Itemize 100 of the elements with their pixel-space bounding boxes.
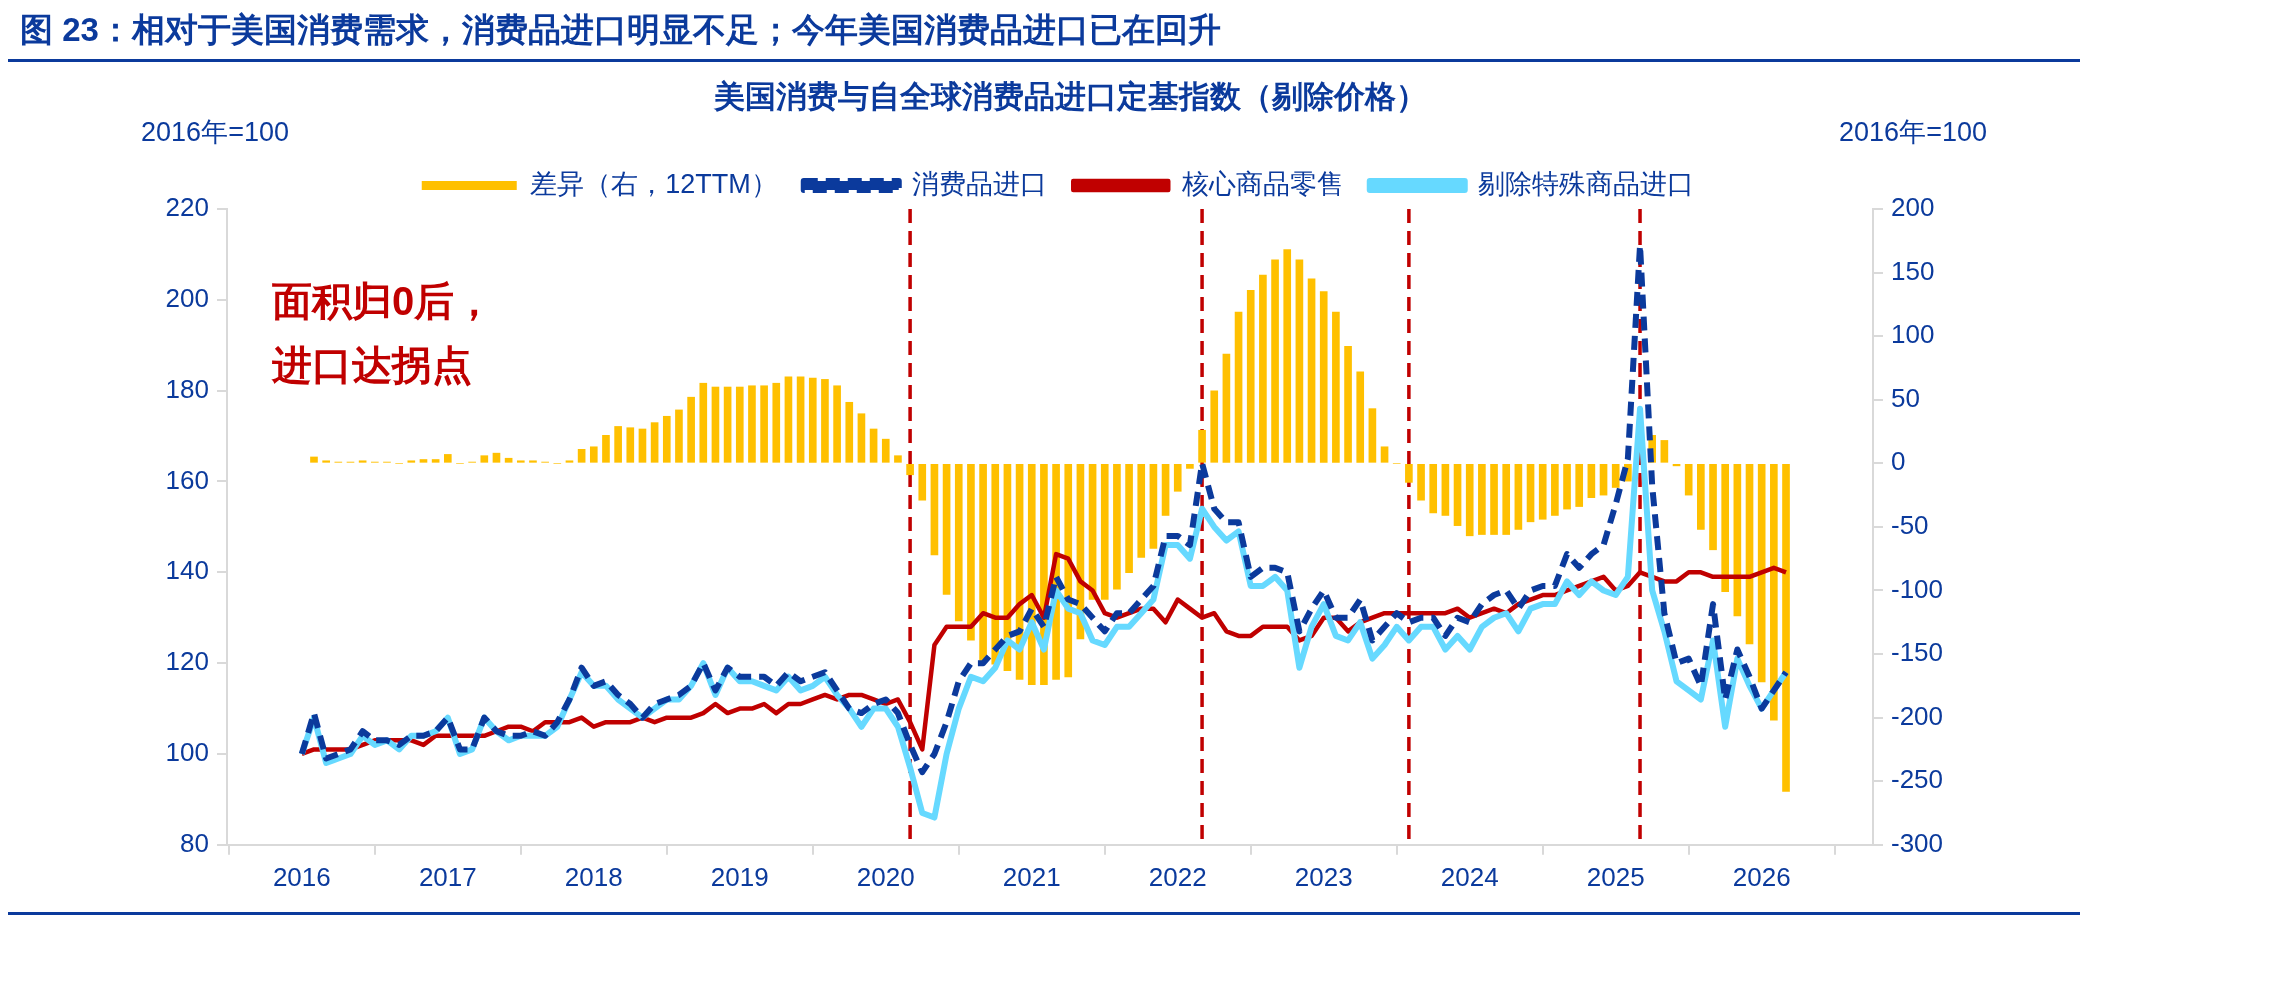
- bar: [1757, 463, 1766, 683]
- y2-tick-label: 200: [1891, 192, 1935, 223]
- bar: [967, 463, 975, 641]
- bar: [821, 379, 829, 463]
- bar: [626, 427, 635, 463]
- bar: [1526, 463, 1535, 523]
- bar: [1380, 446, 1389, 463]
- bar: [1660, 440, 1669, 463]
- bar: [796, 376, 805, 463]
- x-tick-label: 2018: [564, 861, 623, 892]
- bar: [1721, 463, 1730, 593]
- bar: [1697, 463, 1705, 530]
- y2-axis-title: 2016年=100: [1839, 117, 1987, 148]
- bar: [480, 455, 489, 463]
- bar: [857, 413, 866, 463]
- bar: [808, 377, 817, 463]
- bar: [1684, 463, 1693, 496]
- bar: [1453, 463, 1462, 526]
- bar: [699, 382, 708, 463]
- bar: [1417, 463, 1425, 501]
- legend-label: 剔除特殊商品进口: [1478, 168, 1695, 199]
- y-tick-label: 120: [165, 646, 209, 677]
- bar: [1465, 463, 1474, 537]
- bar: [1405, 463, 1413, 483]
- y2-tick-label: -100: [1891, 573, 1944, 604]
- x-tick-label: 2022: [1148, 861, 1207, 892]
- bar: [529, 460, 537, 463]
- bar: [1113, 463, 1121, 590]
- bar: [516, 460, 525, 463]
- bar: [1149, 463, 1158, 549]
- legend-label: 消费品进口: [912, 168, 1048, 199]
- bar: [1782, 463, 1790, 792]
- bar: [1186, 463, 1194, 469]
- bar: [614, 426, 622, 463]
- bar: [1271, 259, 1279, 463]
- bar: [675, 409, 683, 463]
- bar: [1295, 259, 1304, 463]
- bar: [906, 463, 914, 476]
- y2-tick-label: -200: [1891, 700, 1944, 731]
- y-tick-label: 140: [165, 555, 209, 586]
- bar: [881, 438, 890, 463]
- y2-tick-label: 0: [1891, 446, 1906, 477]
- y2-tick-label: -50: [1891, 510, 1929, 541]
- chart-title: 图 23：相对于美国消费需求，消费品进口明显不足；今年美国消费品进口已在回升: [8, 8, 2080, 62]
- y2-tick-label: 150: [1891, 255, 1935, 286]
- y-tick-label: 220: [165, 192, 209, 223]
- bar: [735, 386, 744, 463]
- bar: [638, 428, 647, 463]
- bar: [1599, 463, 1608, 496]
- bar: [407, 460, 416, 463]
- x-tick-label: 2024: [1440, 861, 1499, 892]
- x-tick-label: 2017: [418, 861, 477, 892]
- bar: [1368, 408, 1377, 463]
- bar: [1161, 463, 1170, 516]
- bar: [918, 463, 927, 501]
- bar: [650, 422, 659, 463]
- y2-tick-label: -250: [1891, 764, 1944, 795]
- bar: [419, 459, 428, 463]
- bar: [1137, 463, 1146, 558]
- bar: [1173, 463, 1182, 492]
- bar: [772, 382, 781, 463]
- bar: [492, 452, 501, 463]
- bar: [760, 385, 768, 463]
- bar: [1502, 463, 1511, 535]
- x-tick-label: 2020: [856, 861, 915, 892]
- bar: [1319, 291, 1328, 463]
- bar: [1709, 463, 1717, 551]
- bar: [1429, 463, 1438, 514]
- bar: [1344, 346, 1352, 463]
- bar: [1563, 463, 1571, 510]
- bar: [1575, 463, 1584, 507]
- bar: [1064, 463, 1073, 678]
- legend-label: 差异（右，12TTM）: [530, 168, 778, 199]
- y-axis-title: 2016年=100: [141, 117, 289, 148]
- bar: [1332, 311, 1340, 463]
- bar: [565, 460, 574, 463]
- bar: [504, 457, 513, 463]
- bar: [310, 456, 318, 463]
- bar: [1356, 371, 1365, 463]
- bar: [431, 459, 440, 463]
- bar: [1198, 429, 1206, 463]
- x-tick-label: 2016: [272, 861, 331, 892]
- bar: [1441, 463, 1450, 516]
- bar: [1490, 463, 1498, 535]
- bar: [1100, 463, 1109, 600]
- bar: [930, 463, 939, 556]
- x-tick-label: 2023: [1294, 861, 1353, 892]
- bar: [322, 460, 330, 463]
- bar: [942, 463, 951, 595]
- annotation: 进口达拐点: [271, 343, 472, 388]
- bar: [1246, 290, 1255, 463]
- x-tick-label: 2019: [710, 861, 769, 892]
- bar: [1551, 463, 1559, 516]
- y-tick-label: 200: [165, 283, 209, 313]
- bar: [1307, 278, 1316, 463]
- y2-tick-label: 50: [1891, 382, 1920, 413]
- bar: [723, 386, 732, 463]
- bar: [1259, 274, 1267, 463]
- bar: [748, 385, 756, 463]
- bar: [979, 463, 987, 661]
